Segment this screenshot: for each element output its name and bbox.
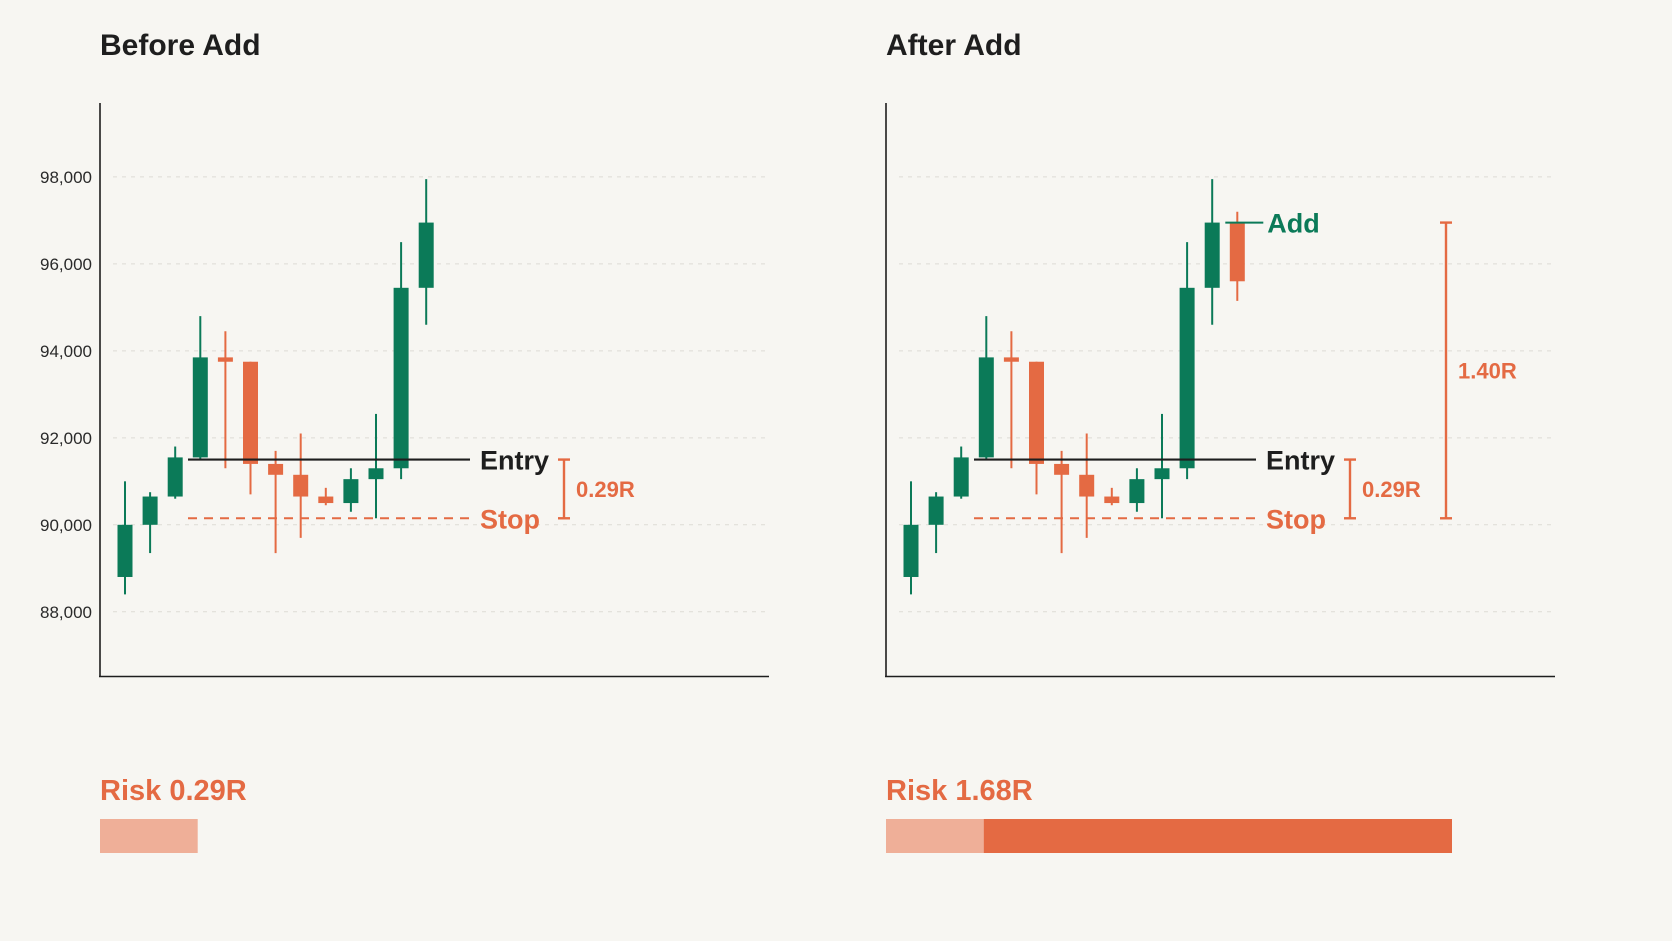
before-add-title: Before Add: [100, 29, 261, 62]
added-risk-segment: [983, 819, 1452, 853]
y-tick-label: 90,000: [40, 516, 92, 535]
bullish-candle: [192, 316, 208, 460]
candle-body: [393, 287, 409, 469]
entry-label: Entry: [1266, 446, 1335, 476]
price-levels: Entry Stop: [188, 446, 549, 534]
bullish-candle: [418, 179, 434, 325]
risk-bracket: 1.40R: [1440, 221, 1517, 520]
risk-bracket: 0.29R: [1344, 458, 1421, 520]
candle-body: [1204, 222, 1220, 288]
candle-body: [167, 457, 183, 497]
candle-body: [1179, 287, 1195, 469]
bullish-candle: [167, 446, 183, 499]
candle-body: [418, 222, 434, 288]
candle-body: [903, 524, 919, 577]
candle-body: [1154, 468, 1170, 480]
candle-body: [1054, 463, 1070, 475]
bearish-candle: [1079, 433, 1095, 538]
candle-body: [928, 496, 944, 525]
candle-body: [217, 357, 233, 362]
bearish-candle: [243, 361, 258, 495]
bearish-candle: [1054, 450, 1070, 554]
before-add-panel: Before Add 98,000 96,000 94,000 92,000 90,00…: [40, 29, 769, 853]
candle-body: [268, 463, 284, 475]
candlesticks: [117, 179, 434, 595]
bracket-label: 1.40R: [1458, 358, 1517, 383]
candle-body: [142, 496, 158, 525]
stop-label: Stop: [480, 504, 540, 534]
y-tick-label: 96,000: [40, 255, 92, 274]
candlesticks: [903, 179, 1245, 595]
candle-body: [192, 357, 208, 458]
risk-label: Risk 1.68R: [886, 775, 1033, 807]
bullish-candle: [1129, 468, 1145, 512]
entry-label: Entry: [480, 446, 549, 476]
candle-body: [243, 361, 258, 464]
candle-body: [293, 474, 309, 497]
candle-body: [343, 479, 359, 504]
candle-body: [117, 524, 133, 577]
bracket-label: 0.29R: [576, 477, 635, 502]
bearish-candle: [1229, 211, 1245, 301]
initial-risk-segment: [886, 819, 984, 853]
candle-body: [1129, 479, 1145, 504]
candle-body: [1104, 496, 1120, 504]
bearish-candle: [293, 433, 309, 538]
candle-body: [978, 357, 994, 458]
bullish-candle: [368, 413, 384, 519]
gridlines: [899, 176, 1555, 613]
initial-risk-segment: [100, 819, 198, 853]
bullish-candle: [1179, 242, 1195, 480]
bullish-candle: [1154, 413, 1170, 519]
y-tick-label: 94,000: [40, 342, 92, 361]
add-label: Add: [1267, 209, 1319, 239]
bearish-candle: [1104, 487, 1120, 506]
bearish-candle: [1003, 331, 1019, 469]
bullish-candle: [393, 242, 409, 480]
bullish-candle: [903, 481, 919, 595]
y-tick-label: 88,000: [40, 603, 92, 622]
candle-body: [1029, 361, 1044, 464]
risk-bar: [886, 819, 1452, 853]
bearish-candle: [318, 487, 334, 506]
after-add-panel: After Add Entry Stop Add 0.29R 1.40R Risk 1…: [885, 29, 1555, 853]
bullish-candle: [142, 492, 158, 554]
candle-body: [318, 496, 334, 504]
candle-body: [1229, 222, 1245, 282]
gridlines: [113, 176, 769, 613]
price-levels: Entry Stop Add: [974, 209, 1335, 534]
y-tick-label: 98,000: [40, 168, 92, 187]
bullish-candle: [928, 492, 944, 554]
risk-bar: [100, 819, 198, 853]
bearish-candle: [268, 450, 284, 554]
y-tick-label: 92,000: [40, 429, 92, 448]
stop-label: Stop: [1266, 504, 1326, 534]
bullish-candle: [343, 468, 359, 512]
risk-brackets: 0.29R 1.40R: [1344, 221, 1517, 520]
bullish-candle: [117, 481, 133, 595]
candle-body: [368, 468, 384, 480]
risk-bracket: 0.29R: [558, 458, 635, 520]
candle-body: [1003, 357, 1019, 362]
bearish-candle: [1029, 361, 1044, 495]
bullish-candle: [978, 316, 994, 460]
bullish-candle: [1204, 179, 1220, 325]
y-axis-ticks: 98,000 96,000 94,000 92,000 90,000 88,000: [40, 168, 92, 622]
candle-body: [953, 457, 969, 497]
candle-body: [1079, 474, 1095, 497]
after-add-title: After Add: [886, 29, 1022, 62]
bracket-label: 0.29R: [1362, 477, 1421, 502]
risk-label: Risk 0.29R: [100, 775, 247, 807]
bullish-candle: [953, 446, 969, 499]
bearish-candle: [217, 331, 233, 469]
risk-brackets: 0.29R: [558, 458, 635, 520]
